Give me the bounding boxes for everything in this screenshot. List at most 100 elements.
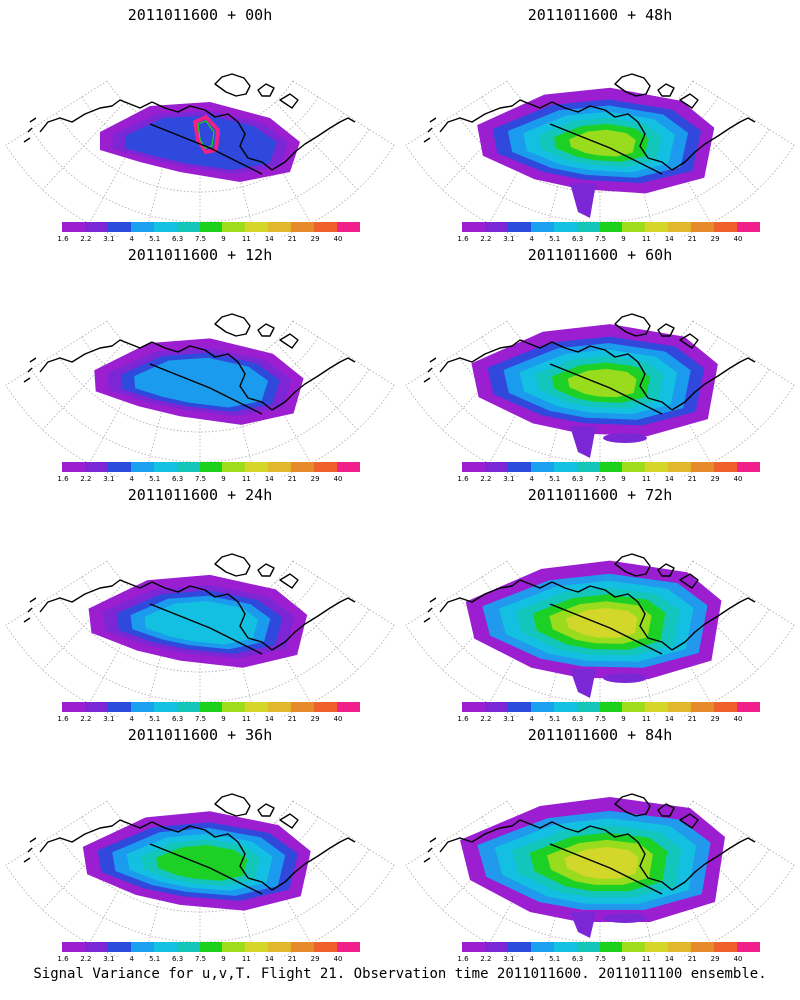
colorbar-tick-label: 2.2 — [480, 955, 492, 963]
map-panel: 2011011600 + 36h 1.6 2.2 3.1 4 5.1 6.3 7.5 9 11 14… — [0, 720, 400, 963]
colorbar-tick-label: 1.6 — [57, 715, 69, 723]
colorbar-segment — [645, 942, 669, 952]
colorbar-segment — [691, 942, 715, 952]
colorbar-segment — [484, 462, 508, 472]
colorbar-segment — [84, 462, 108, 472]
colorbar-tick-label: 1.6 — [57, 475, 69, 483]
colorbar-tick-label: 40 — [733, 475, 743, 483]
colorbar-tick-label: 9 — [221, 715, 226, 723]
colorbar-tick-label: 40 — [333, 715, 343, 723]
coastline — [423, 553, 756, 655]
colorbar-tick-label: 14 — [264, 715, 274, 723]
colorbar-tick-label: 11 — [641, 955, 651, 963]
map-panel: 2011011600 + 84h 1.6 2.2 3.1 4 5.1 6.3 7.5 9 11 14… — [400, 720, 800, 963]
map-plot — [5, 313, 395, 477]
colorbar-segment — [153, 222, 177, 232]
variance-field — [82, 811, 311, 911]
colorbar-segment — [530, 702, 554, 712]
colorbar-tick-label: 4 — [129, 955, 134, 963]
colorbar-segment — [314, 942, 338, 952]
panel-title: 2011011600 + 72h — [527, 486, 673, 504]
colorbar-segment — [530, 222, 554, 232]
colorbar-tick-label: 40 — [733, 715, 743, 723]
colorbar-tick-label: 29 — [710, 235, 720, 243]
colorbar-segment — [62, 942, 85, 952]
colorbar-segment — [576, 702, 600, 712]
colorbar-tick-label: 21 — [287, 235, 297, 243]
map-panel: 2011011600 + 12h 1.6 2.2 3.1 4 5.1 6.3 7.5 9 11 14… — [0, 240, 400, 483]
coastline — [23, 793, 356, 895]
coastline — [423, 793, 756, 895]
colorbar-segment — [462, 222, 485, 232]
colorbar-segment — [714, 702, 738, 712]
colorbar-tick-label: 5.1 — [549, 235, 561, 243]
colorbar-tick-label: 3.1 — [503, 235, 515, 243]
colorbar-labels: 1.6 2.2 3.1 4 5.1 6.3 7.5 9 11 14 21 29 40 — [55, 715, 375, 725]
colorbar-segment — [553, 942, 577, 952]
colorbar-tick-label: 7.5 — [594, 715, 607, 723]
panel-title: 2011011600 + 36h — [127, 726, 273, 744]
colorbar-tick-label: 6.3 — [172, 715, 184, 723]
variance-field — [94, 338, 304, 425]
colorbar-tick-label: 9 — [621, 955, 626, 963]
colorbar-tick-label: 5.1 — [549, 715, 561, 723]
colorbar-tick-label: 40 — [333, 955, 343, 963]
coastline — [23, 313, 356, 415]
colorbar-tick-label: 6.3 — [172, 235, 184, 243]
colorbar-segment — [691, 702, 715, 712]
colorbar-tick-label: 4 — [129, 475, 134, 483]
colorbar — [462, 942, 760, 952]
colorbar-segment — [576, 222, 600, 232]
colorbar-segment — [176, 702, 200, 712]
colorbar-tick-label: 7.5 — [594, 955, 607, 963]
colorbar-labels: 1.6 2.2 3.1 4 5.1 6.3 7.5 9 11 14 21 29 40 — [55, 475, 375, 485]
colorbar-tick-label: 11 — [641, 715, 651, 723]
colorbar-segment — [107, 222, 131, 232]
colorbar-tick-label: 2.2 — [80, 715, 92, 723]
colorbar-tick-label: 1.6 — [457, 715, 469, 723]
colorbar-tick-label: 9 — [621, 715, 626, 723]
colorbar-tick-label: 21 — [287, 955, 297, 963]
colorbar-segment — [576, 942, 600, 952]
colorbar-segment — [199, 702, 223, 712]
colorbar-segment — [484, 942, 508, 952]
colorbar-segment — [530, 942, 554, 952]
colorbar-segment — [645, 702, 669, 712]
colorbar-segment — [107, 462, 131, 472]
colorbar-tick-label: 2.2 — [480, 475, 492, 483]
colorbar-segment — [599, 942, 623, 952]
colorbar-segment — [462, 702, 485, 712]
variance-field — [100, 102, 300, 182]
colorbar-segment — [62, 702, 85, 712]
colorbar-tick-label: 11 — [641, 475, 651, 483]
colorbar-tick-label: 3.1 — [503, 475, 515, 483]
colorbar-segment — [668, 222, 692, 232]
colorbar-tick-label: 2.2 — [480, 715, 492, 723]
colorbar-tick-label: 9 — [221, 475, 226, 483]
colorbar-tick-label: 14 — [264, 475, 274, 483]
coastline — [23, 553, 356, 655]
colorbar-tick-label: 4 — [129, 715, 134, 723]
colorbar-tick-label: 1.6 — [57, 235, 69, 243]
colorbar-segment — [222, 942, 246, 952]
colorbar-segment — [291, 222, 315, 232]
colorbar-tick-label: 2.2 — [480, 235, 492, 243]
map-panel: 2011011600 + 24h 1.6 2.2 3.1 4 5.1 6.3 7.5 9 11 14… — [0, 480, 400, 723]
colorbar-segment — [268, 462, 292, 472]
colorbar-tick-label: 29 — [310, 715, 320, 723]
colorbar-tick-label: 9 — [221, 955, 226, 963]
colorbar-segment — [222, 222, 246, 232]
colorbar-tick-label: 14 — [664, 715, 674, 723]
colorbar-segment — [291, 702, 315, 712]
colorbar-segment — [268, 942, 292, 952]
colorbar — [462, 702, 760, 712]
colorbar-tick-label: 11 — [641, 235, 651, 243]
colorbar-segment — [337, 462, 360, 472]
colorbar-segment — [576, 462, 600, 472]
colorbar-segment — [622, 462, 646, 472]
colorbar-segment — [130, 702, 154, 712]
colorbar-labels: 1.6 2.2 3.1 4 5.1 6.3 7.5 9 11 14 21 29 40 — [455, 955, 775, 965]
colorbar-tick-label: 4 — [529, 715, 534, 723]
panel-title: 2011011600 + 84h — [527, 726, 673, 744]
colorbar-tick-label: 3.1 — [503, 955, 515, 963]
